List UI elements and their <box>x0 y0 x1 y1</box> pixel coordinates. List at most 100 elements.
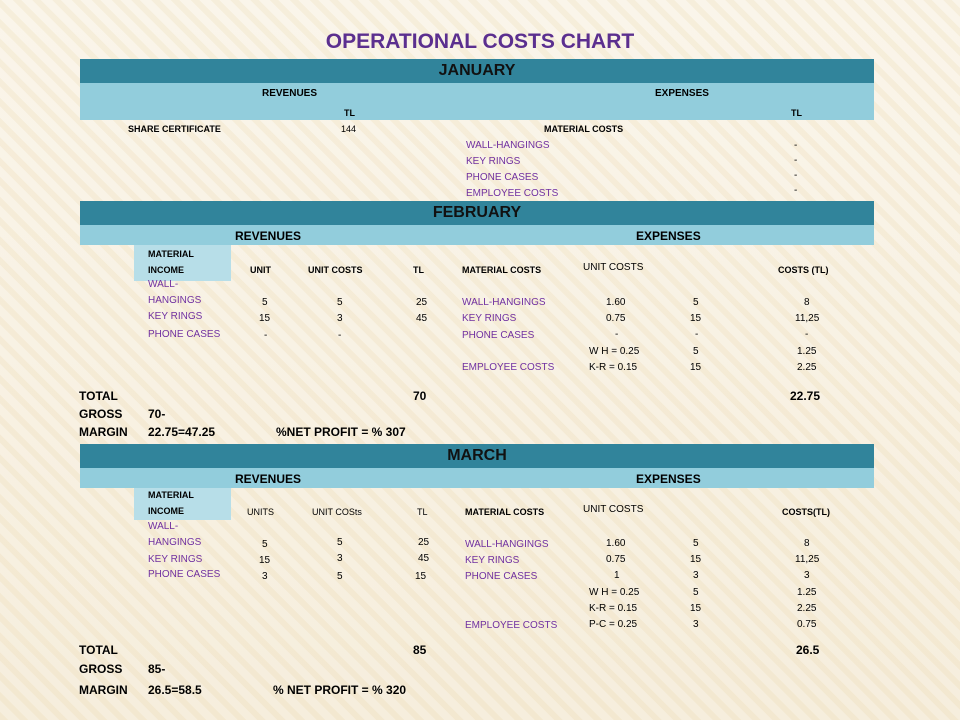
february-expenses-label: EXPENSES <box>636 229 701 243</box>
january-expense-item: EMPLOYEE COSTS <box>466 188 559 199</box>
january-expense-value: - <box>794 155 798 166</box>
february-rev-tl: 25 <box>416 297 428 308</box>
february-material-income-header: INCOME <box>148 265 184 275</box>
february-exp-item: PHONE CASES <box>462 330 535 341</box>
february-rev-item: KEY RINGS <box>148 311 203 322</box>
february-exp-unit-cost: K-R = 0.15 <box>589 362 638 373</box>
february-total-rev: 70 <box>413 389 427 403</box>
february-rev-item: PHONE CASES <box>148 329 221 340</box>
january-revenues-label: REVENUES <box>262 88 318 99</box>
march-rev-unit: 5 <box>262 539 268 550</box>
march-material-income-header: INCOME <box>148 506 184 516</box>
march-rev-item: KEY RINGS <box>148 554 203 565</box>
march-exp-cost: 2.25 <box>797 603 817 614</box>
march-rev-unit: 15 <box>259 555 271 566</box>
february-exp-qty: - <box>695 329 699 340</box>
february-exp-cost: 1.25 <box>797 346 817 357</box>
february-tl-header: TL <box>413 265 424 275</box>
march-rev-unit-cost: 5 <box>337 537 343 548</box>
february-rev-unit-cost: 3 <box>337 313 343 324</box>
march-costs-header: COSTS(TL) <box>782 507 830 517</box>
share-certificate-label: SHARE CERTIFICATE <box>128 124 221 134</box>
march-exp-cost: 3 <box>804 570 810 581</box>
march-total-label: TOTAL <box>79 643 118 657</box>
february-exp-unit-cost: 1.60 <box>606 297 626 308</box>
january-header: JANUARY <box>80 59 874 83</box>
march-exp-item: WALL-HANGINGS <box>465 539 549 550</box>
january-material-costs-label: MATERIAL COSTS <box>544 124 624 134</box>
january-expense-value: - <box>794 185 798 196</box>
february-rev-unit: - <box>264 330 268 341</box>
february-revenues-label: REVENUES <box>235 229 302 243</box>
march-exp-unit-cost: W H = 0.25 <box>589 587 640 598</box>
march-exp-cost: 8 <box>804 538 810 549</box>
march-rev-unit: 3 <box>262 571 268 582</box>
february-rev-tl: 45 <box>416 313 428 324</box>
february-material-costs-header: MATERIAL COSTS <box>462 265 542 275</box>
february-exp-qty: 5 <box>693 346 699 357</box>
march-exp-qty: 5 <box>693 538 699 549</box>
january-expense-item: KEY RINGS <box>466 156 521 167</box>
february-gross-label: GROSS <box>79 407 123 421</box>
february-material-income-header: MATERIAL <box>148 249 194 259</box>
march-unit-header: UNITS <box>247 507 274 517</box>
march-unit-costs-header: UNIT COSts <box>312 507 362 517</box>
february-exp-item: KEY RINGS <box>462 313 517 324</box>
february-exp-qty: 15 <box>690 362 702 373</box>
february-exp-cost: 11,25 <box>795 313 820 324</box>
march-total-exp: 26.5 <box>796 643 820 657</box>
page-title: OPERATIONAL COSTS CHART <box>325 30 635 53</box>
march-rev-item: PHONE CASES <box>148 569 221 580</box>
march-header: MARCH <box>80 444 874 468</box>
january-expense-value: - <box>794 140 798 151</box>
march-exp-unit-cost: 0.75 <box>606 554 626 565</box>
january-expense-item: PHONE CASES <box>466 172 539 183</box>
march-exp-qty: 3 <box>693 570 699 581</box>
march-exp-cost: 1.25 <box>797 587 817 598</box>
march-exp-item: PHONE CASES <box>465 571 538 582</box>
february-exp-cost: 2.25 <box>797 362 817 373</box>
march-exp-cost: 0.75 <box>797 619 817 630</box>
march-margin-value: 26.5=58.5 <box>148 683 202 697</box>
march-gross-value: 85- <box>148 662 166 676</box>
march-expenses-label: EXPENSES <box>636 472 701 486</box>
february-subheader <box>80 225 874 245</box>
march-exp-unit-cost: P-C = 0.25 <box>589 619 638 630</box>
march-exp-qty: 15 <box>690 603 702 614</box>
february-exp-qty: 5 <box>693 297 699 308</box>
january-tl-exp: TL <box>791 108 802 118</box>
february-margin-label: MARGIN <box>79 425 128 439</box>
march-rev-tl: 15 <box>415 571 427 582</box>
march-material-income-header: MATERIAL <box>148 490 194 500</box>
february-exp-item: WALL-HANGINGS <box>462 297 546 308</box>
february-exp-cost: 8 <box>804 297 810 308</box>
february-exp-unit-cost: W H = 0.25 <box>589 346 640 357</box>
march-exp-unit-cost: K-R = 0.15 <box>589 603 638 614</box>
february-header: FEBRUARY <box>80 201 874 225</box>
march-net-profit: % NET PROFIT = % 320 <box>273 683 407 697</box>
february-rev-unit-cost: - <box>338 330 342 341</box>
march-rev-tl: 25 <box>418 537 430 548</box>
march-exp-unit-cost: 1.60 <box>606 538 626 549</box>
february-material-income-box <box>134 245 231 281</box>
march-material-income-box <box>134 488 231 520</box>
february-rev-unit: 15 <box>259 313 271 324</box>
february-total-exp: 22.75 <box>790 389 821 403</box>
february-total-label: TOTAL <box>79 389 118 403</box>
january-expenses-label: EXPENSES <box>655 88 709 99</box>
march-revenues-label: REVENUES <box>235 472 302 486</box>
january-subheader <box>80 83 874 120</box>
february-rev-item: HANGINGS <box>148 295 202 306</box>
january-expense-value: - <box>794 170 798 181</box>
march-exp-item: KEY RINGS <box>465 555 520 566</box>
march-exp-qty: 3 <box>693 619 699 630</box>
march-rev-unit-cost: 3 <box>337 553 343 564</box>
february-margin-value: 22.75=47.25 <box>148 425 216 439</box>
march-rev-item: WALL- <box>148 521 179 532</box>
february-gross-value: 70- <box>148 407 166 421</box>
february-exp-unit-cost: - <box>615 329 619 340</box>
february-exp-item: EMPLOYEE COSTS <box>462 362 555 373</box>
march-material-costs-header: MATERIAL COSTS <box>465 507 545 517</box>
march-exp-cost: 11,25 <box>795 554 820 565</box>
